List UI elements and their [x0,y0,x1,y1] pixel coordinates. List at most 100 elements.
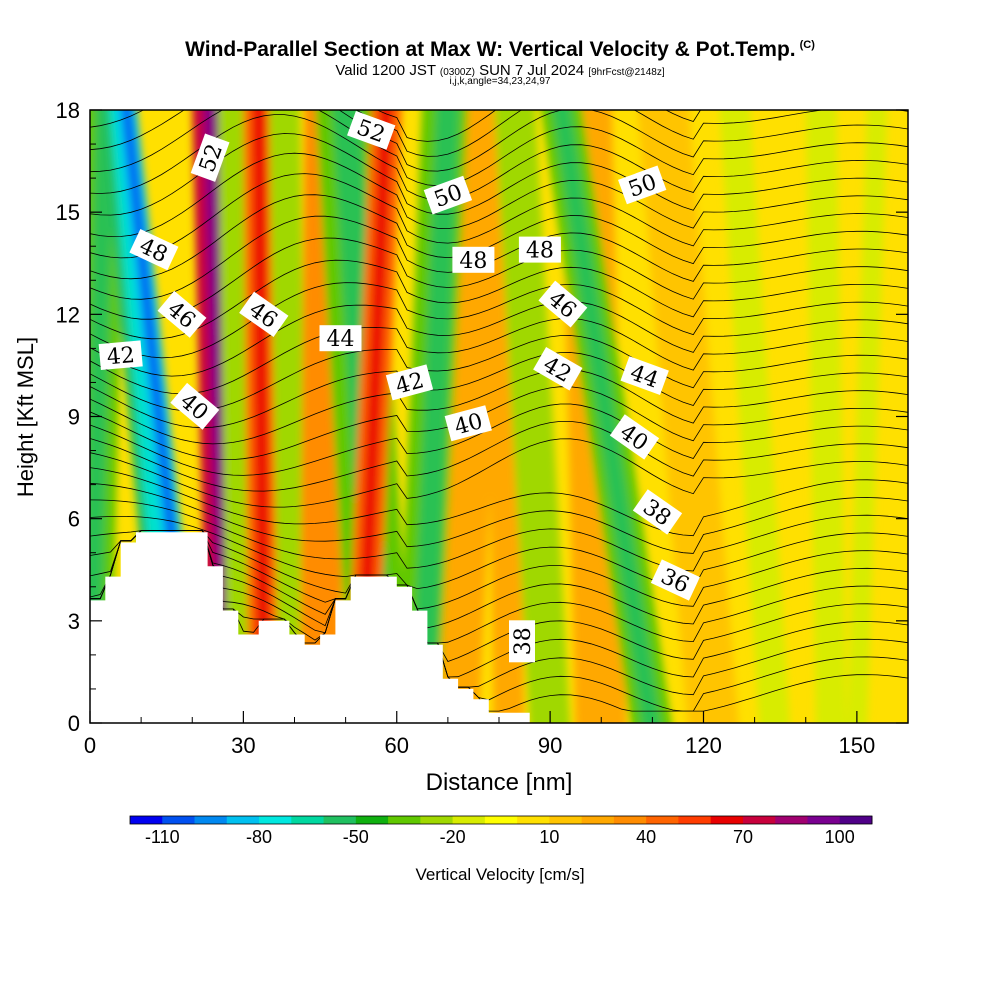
isentrope-line [90,530,908,712]
contour-label-box [319,325,362,352]
contour-label-box [190,133,230,182]
isentrope-line [90,369,908,445]
isentrope-line [90,133,908,216]
x-tick-label: 30 [231,733,255,758]
contour-label-box [618,165,667,205]
contour-label-box [98,340,143,370]
velocity-band-core [552,110,661,723]
isentrope-line [90,110,908,172]
copyright-mark: (C) [799,39,815,51]
colorbar: -110 -80 -50 -20 10 40 70 100 [129,815,873,847]
isentrope-line [90,530,908,678]
x-tick-label: 120 [685,733,722,758]
contour-label-box [533,347,583,391]
contour-label-text: 38 [511,627,536,655]
valid-time: Valid 1200 JST [335,62,436,79]
isentrope-line [90,110,908,187]
colorbar-tick-label: -20 [440,827,466,847]
colorbar-label: Vertical Velocity [cm/s] [415,865,584,884]
axes: 0 30 60 90 120 150 0 3 6 9 12 15 18 [56,98,909,758]
contour-label-box [632,489,683,535]
colorbar-swatch [613,816,647,824]
contour-label-text: 44 [327,327,355,352]
contour-label-box [518,236,561,263]
isentrope-line [90,282,908,359]
isentrope-line [90,530,908,662]
isentrope-line [90,215,908,300]
colorbar-frame [129,815,873,825]
isentrope-line [90,152,908,238]
contour-label: 48 [518,236,561,264]
velocity-band-core [814,110,839,723]
colorbar-swatch [517,816,550,824]
chart-title: Wind-Parallel Section at Max W: Vertical… [0,38,1000,62]
colorbar-swatch [130,816,163,824]
contour-label-box [129,228,179,271]
section-indices: i,j,k,angle=34,23,24,97 [449,76,551,87]
isentrope-line [90,403,908,476]
colorbar-swatch [388,816,421,824]
velocity-band-core [852,110,882,723]
contour-label-box [650,559,700,601]
contour-label-box [239,291,289,337]
isentrope-line [90,114,908,201]
velocity-band-core [277,110,302,723]
contour-label-text: 48 [459,249,487,274]
contour-label: 44 [319,325,362,352]
x-tick-label: 90 [538,733,562,758]
y-tick-label: 9 [68,405,80,430]
contour-label-box [157,290,207,338]
chart-subtitle: Valid 1200 JST (0300Z) SUN 7 Jul 2024 [9… [0,62,1000,79]
contour-label-box [609,414,660,460]
valid-date: SUN 7 Jul 2024 [479,62,585,79]
y-tick-label: 6 [68,507,80,532]
contour-label-box [452,246,495,273]
colorbar-tick-label: 40 [636,827,656,847]
isentrope-line [90,194,908,280]
colorbar-swatch [710,816,744,824]
velocity-band-core [226,110,251,723]
colorbar-swatch [355,816,389,824]
isentrope-line [90,173,908,259]
isentrope-line [90,530,908,644]
isentrope-line [90,421,908,492]
contour-label-text: 48 [526,239,554,264]
contour-label-box [423,175,473,215]
y-tick-label: 0 [68,711,80,736]
contour-label: 48 [452,246,495,274]
isentrope-line [90,352,908,429]
colorbar-swatch [549,816,583,824]
colorbar-tick-label: -80 [246,827,272,847]
isentrope-line [90,259,908,340]
utc-time: (0300Z) [439,67,475,78]
chart-title-text: Wind-Parallel Section at Max W: Vertical… [185,38,796,61]
isentrope-line [90,515,908,590]
x-axis-label: Distance [nm] [426,769,573,796]
isentrope-line [90,318,908,395]
velocity-band-core [354,110,394,723]
isentrope-line [90,499,908,572]
contour-label-box [538,280,588,328]
isentrope-line [90,386,908,460]
isentrope-line [90,530,908,610]
contour-label-box [385,364,434,401]
colorbar-swatch [162,816,196,824]
colorbar-swatch [807,816,841,824]
isentrope-line [90,335,908,412]
colorbar-swatch [452,816,486,824]
isentrope-line [90,110,908,157]
velocity-band-core [411,110,459,723]
colorbar-swatch [742,816,776,824]
isentrope-line [90,530,908,696]
contour-label: 42 [385,364,434,401]
colorbar-tick-label: 100 [825,827,855,847]
y-axis-label: Height [Kft MSL] [13,337,38,497]
colorbar-swatch [259,816,292,824]
contour-label-box [444,405,492,442]
colorbar-swatch [226,816,260,824]
terrain [90,532,530,723]
contour-label-box [170,382,220,430]
